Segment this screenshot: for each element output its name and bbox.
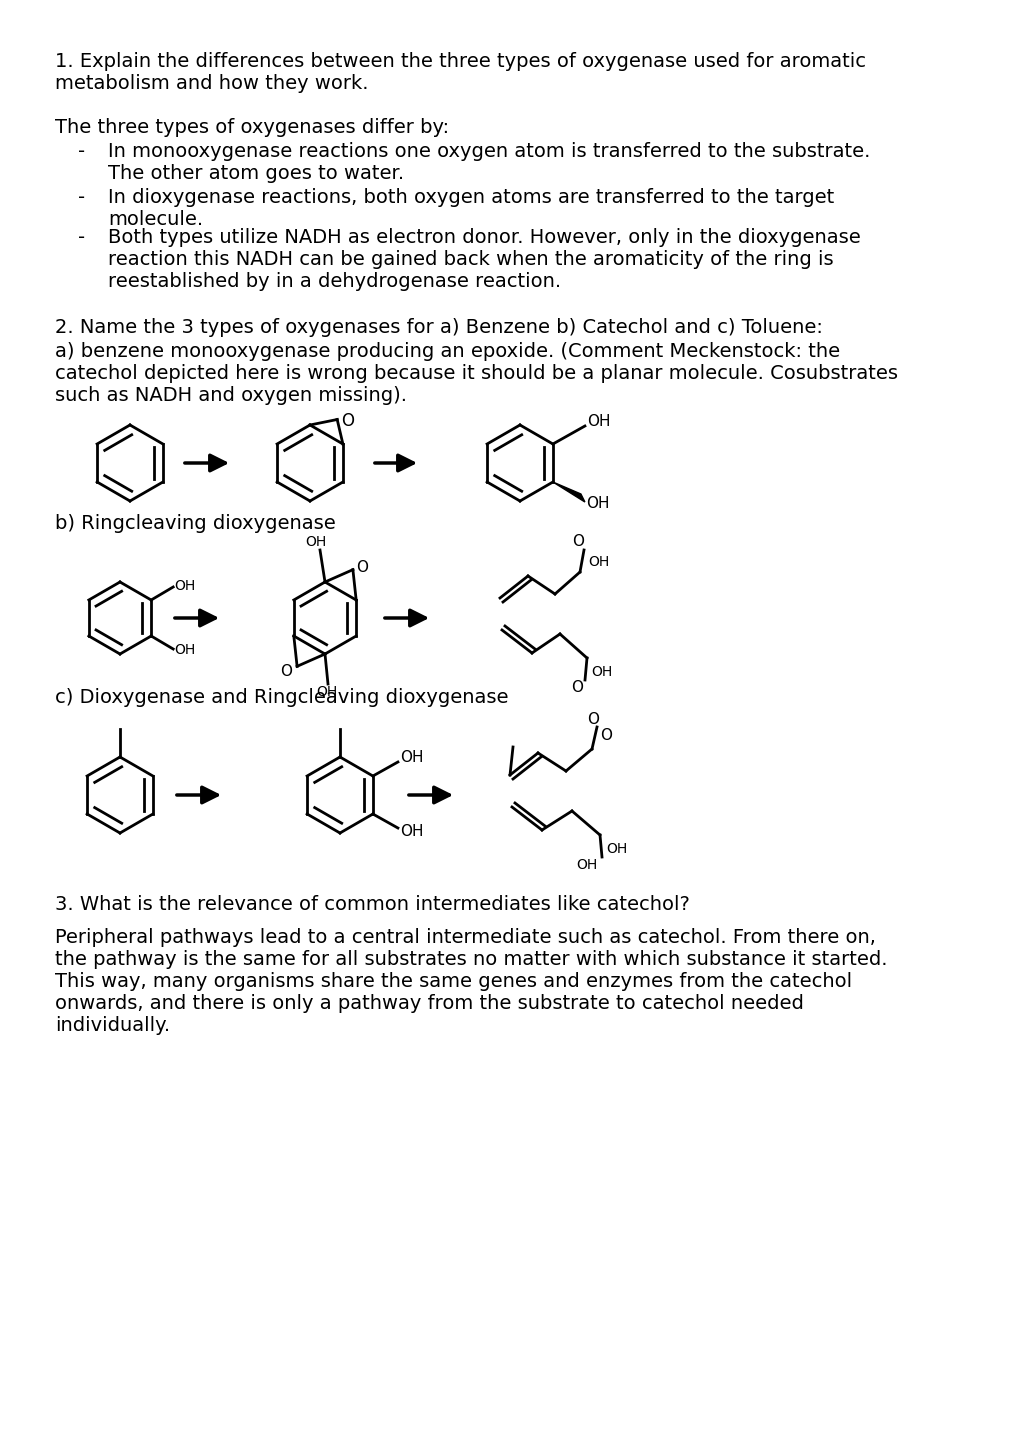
Text: O: O: [586, 711, 598, 727]
Text: OH: OH: [576, 858, 597, 872]
Text: 1. Explain the differences between the three types of oxygenase used for aromati: 1. Explain the differences between the t…: [55, 52, 865, 92]
Text: In monooxygenase reactions one oxygen atom is transferred to the substrate.
The : In monooxygenase reactions one oxygen at…: [108, 141, 869, 183]
Text: OH: OH: [605, 842, 627, 857]
Text: O: O: [572, 535, 584, 549]
Text: OH: OH: [174, 580, 196, 593]
Text: c) Dioxygenase and Ringcleaving dioxygenase: c) Dioxygenase and Ringcleaving dioxygen…: [55, 688, 508, 707]
Text: O: O: [340, 412, 354, 431]
Text: 2. Name the 3 types of oxygenases for a) Benzene b) Catechol and c) Toluene:: 2. Name the 3 types of oxygenases for a)…: [55, 319, 822, 337]
Text: -: -: [77, 187, 85, 208]
Text: OH: OH: [316, 685, 337, 699]
Text: -: -: [77, 228, 85, 247]
Text: O: O: [280, 663, 291, 679]
Text: O: O: [356, 559, 368, 575]
Text: O: O: [599, 728, 611, 743]
Text: The three types of oxygenases differ by:: The three types of oxygenases differ by:: [55, 118, 448, 137]
Text: OH: OH: [590, 665, 611, 679]
Text: OH: OH: [305, 535, 326, 549]
Text: OH: OH: [174, 643, 196, 658]
Text: Peripheral pathways lead to a central intermediate such as catechol. From there : Peripheral pathways lead to a central in…: [55, 929, 887, 1035]
Text: OH: OH: [585, 496, 608, 510]
Polygon shape: [552, 482, 584, 502]
Text: OH: OH: [399, 750, 423, 766]
Text: O: O: [571, 681, 583, 695]
Text: -: -: [77, 141, 85, 162]
Text: OH: OH: [399, 825, 423, 839]
Text: OH: OH: [586, 414, 609, 430]
Text: In dioxygenase reactions, both oxygen atoms are transferred to the target
molecu: In dioxygenase reactions, both oxygen at…: [108, 187, 834, 229]
Text: b) Ringcleaving dioxygenase: b) Ringcleaving dioxygenase: [55, 513, 335, 534]
Text: Both types utilize NADH as electron donor. However, only in the dioxygenase
reac: Both types utilize NADH as electron dono…: [108, 228, 860, 291]
Text: OH: OH: [587, 555, 608, 570]
Text: 3. What is the relevance of common intermediates like catechol?: 3. What is the relevance of common inter…: [55, 895, 689, 914]
Text: a) benzene monooxygenase producing an epoxide. (Comment Meckenstock: the
catecho: a) benzene monooxygenase producing an ep…: [55, 342, 897, 405]
